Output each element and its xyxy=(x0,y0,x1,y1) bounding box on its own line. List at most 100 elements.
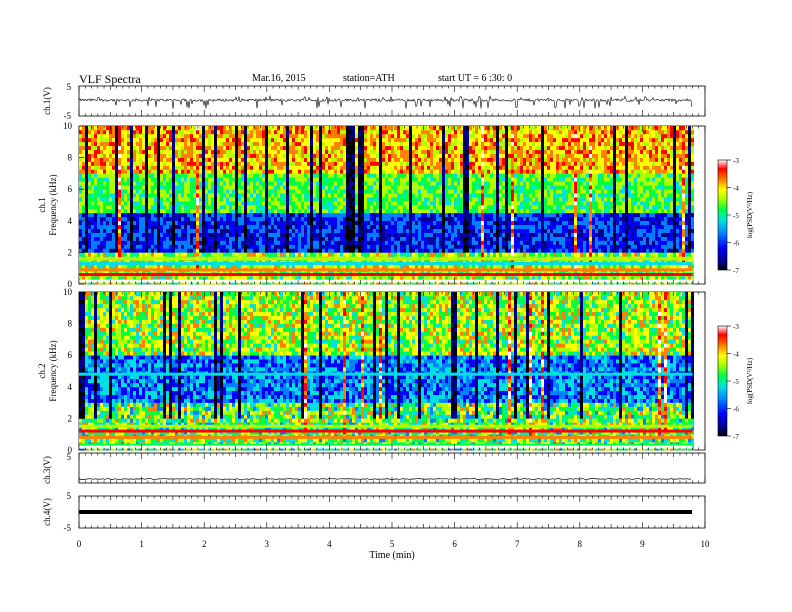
spectrogram-cell xyxy=(136,161,139,166)
spectrogram-cell xyxy=(280,181,283,186)
spectrogram-cell xyxy=(307,236,310,241)
spectrogram-cell xyxy=(121,185,124,190)
spectrogram-cell xyxy=(277,216,280,222)
spectrogram-cell xyxy=(289,244,292,249)
spectrogram-cell xyxy=(169,126,172,131)
spectrogram-cell xyxy=(385,197,388,202)
spectrogram-cell xyxy=(181,189,184,194)
spectrogram-cell xyxy=(310,201,313,206)
spectrogram-cell xyxy=(208,165,211,170)
spectrogram-cell xyxy=(340,220,343,226)
spectrogram-cell xyxy=(145,137,148,143)
spectrogram-cell xyxy=(130,276,133,281)
spectrogram-cell xyxy=(121,126,124,131)
spectrogram-cell xyxy=(88,224,91,230)
spectrogram-cell xyxy=(316,240,319,245)
spectrogram-cell xyxy=(439,153,442,158)
spectrogram-cell xyxy=(367,177,370,182)
spectrogram-cell xyxy=(295,169,298,174)
spectrogram-cell xyxy=(415,169,418,174)
spectrogram-cell xyxy=(292,141,295,147)
spectrogram-cell xyxy=(124,145,127,151)
spectrogram-cell xyxy=(391,205,394,210)
spectrogram-cell xyxy=(91,212,94,218)
spectrogram-cell xyxy=(406,201,409,206)
spectrogram-cell xyxy=(202,201,205,206)
spectrogram-cell xyxy=(382,197,385,202)
spectrogram-cell xyxy=(304,185,307,190)
spectrogram-cell xyxy=(235,205,238,210)
spectrogram-cell xyxy=(193,129,196,135)
spectrogram-cell xyxy=(148,126,151,131)
spectrogram-cell xyxy=(322,153,325,158)
spectrogram-cell xyxy=(112,212,115,218)
spectrogram-cell xyxy=(364,177,367,182)
spectrogram-cell xyxy=(190,165,193,170)
spectrogram-cell xyxy=(301,248,304,253)
spectrogram-cell xyxy=(367,169,370,174)
spectrogram-cell xyxy=(310,133,313,139)
spectrogram-cell xyxy=(163,212,166,218)
spectrogram-cell xyxy=(310,141,313,147)
spectrogram-cell xyxy=(409,224,412,230)
spectrogram-cell xyxy=(424,189,427,194)
spectrogram-cell xyxy=(316,224,319,230)
spectrogram-cell xyxy=(205,208,208,214)
spectrogram-cell xyxy=(379,141,382,147)
spectrogram-cell xyxy=(235,185,238,190)
spectrogram-cell xyxy=(406,228,409,233)
spectrogram-cell xyxy=(451,224,454,230)
spectrogram-cell xyxy=(217,141,220,147)
spectrogram-cell xyxy=(295,232,298,237)
spectrogram-cell xyxy=(94,129,97,135)
spectrogram-cell xyxy=(97,276,100,281)
spectrogram-cell xyxy=(142,212,145,218)
spectrogram-cell xyxy=(181,177,184,182)
spectrogram-cell xyxy=(205,137,208,143)
spectrogram-cell xyxy=(259,276,262,281)
spectrogram-cell xyxy=(196,161,199,166)
spectrogram-cell xyxy=(88,173,91,178)
spectrogram-cell xyxy=(397,181,400,186)
spectrogram-cell xyxy=(316,252,319,257)
spectrogram-cell xyxy=(232,189,235,194)
spectrogram-cell xyxy=(199,133,202,139)
spectrogram-cell xyxy=(148,205,151,210)
spectrogram-cell xyxy=(127,276,130,281)
spectrogram-cell xyxy=(127,201,130,206)
spectrogram-cell xyxy=(295,129,298,135)
spectrogram-cell xyxy=(328,157,331,162)
spectrogram-cell xyxy=(445,212,448,218)
spectrogram-cell xyxy=(439,157,442,162)
spectrogram-cell xyxy=(100,129,103,135)
spectrogram-cell xyxy=(316,276,319,281)
spectrogram-cell xyxy=(298,248,301,253)
spectrogram-cell xyxy=(310,208,313,214)
spectrogram-cell xyxy=(265,248,268,253)
spectrogram-cell xyxy=(259,197,262,202)
spectrogram-cell xyxy=(442,141,445,147)
spectrogram-cell xyxy=(427,165,430,170)
spectrogram-cell xyxy=(442,189,445,194)
spectrogram-cell xyxy=(130,228,133,233)
spectrogram-cell xyxy=(400,244,403,249)
spectrogram-cell xyxy=(229,141,232,147)
spectrogram-cell xyxy=(310,149,313,154)
spectrogram-cell xyxy=(211,264,214,269)
spectrogram-cell xyxy=(184,228,187,233)
spectrogram-cell xyxy=(172,201,175,206)
spectrogram-cell xyxy=(175,232,178,237)
spectrogram-cell xyxy=(94,141,97,147)
spectrogram-cell xyxy=(88,244,91,249)
spectrogram-cell xyxy=(388,145,391,151)
spectrogram-cell xyxy=(436,236,439,241)
spectrogram-cell xyxy=(379,173,382,178)
spectrogram-cell xyxy=(268,185,271,190)
spectrogram-cell xyxy=(277,264,280,269)
spectrogram-cell xyxy=(145,224,148,230)
spectrogram-cell xyxy=(193,244,196,249)
spectrogram-cell xyxy=(181,276,184,281)
spectrogram-cell xyxy=(367,149,370,154)
spectrogram-cell xyxy=(304,177,307,182)
spectrogram-cell xyxy=(289,216,292,222)
